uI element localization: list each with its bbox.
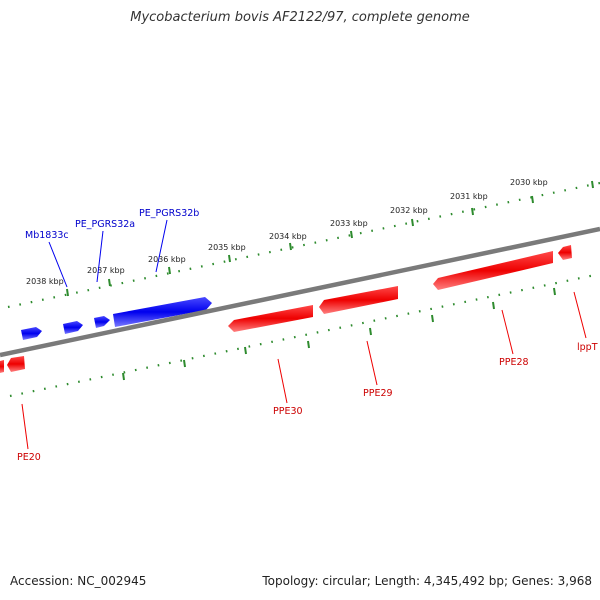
genome-backbone xyxy=(0,226,600,358)
major-tick xyxy=(350,230,353,239)
major-tick xyxy=(553,287,556,296)
gene-label-lppt[interactable]: lppT xyxy=(577,342,598,353)
gene-label-ppe28[interactable]: PPE28 xyxy=(499,357,529,368)
gene-arrow-ppe29[interactable] xyxy=(319,286,398,314)
gene-arrow-mb1833c[interactable] xyxy=(21,327,42,340)
gene-label-pe-pgrs32b[interactable]: PE_PGRS32b xyxy=(139,208,199,219)
genome-summary-text: Topology: circular; Length: 4,345,492 bp… xyxy=(262,574,592,588)
kbp-label: 2031 kbp xyxy=(450,192,488,201)
major-tick xyxy=(108,278,111,287)
kbp-label: 2036 kbp xyxy=(148,255,186,264)
reverse-gene-labels: PE20 PPE30 PPE29 PPE28 lppT xyxy=(17,342,598,463)
major-tick xyxy=(228,254,231,263)
kbp-label: 2035 kbp xyxy=(208,243,246,252)
gene-arrow-small-forward[interactable] xyxy=(94,316,110,328)
gene-label-ppe30[interactable]: PPE30 xyxy=(273,406,303,417)
major-tick xyxy=(183,359,186,368)
kbp-label: 2032 kbp xyxy=(390,206,428,215)
inner-tick-track xyxy=(9,272,600,398)
forward-gene-labels: Mb1833c PE_PGRS32a PE_PGRS32b xyxy=(25,208,199,241)
gene-arrow-lppt[interactable] xyxy=(558,245,572,260)
outer-tick-track xyxy=(7,180,600,309)
gene-label-ppe29[interactable]: PPE29 xyxy=(363,388,393,399)
gene-arrow-ppe28[interactable] xyxy=(433,251,553,290)
kbp-label: 2037 kbp xyxy=(87,266,125,275)
major-tick xyxy=(122,372,125,381)
gene-arrow-pe-pgrs32b[interactable] xyxy=(113,297,212,327)
gene-label-pe-pgrs32a[interactable]: PE_PGRS32a xyxy=(75,219,135,230)
gene-label-mb1833c[interactable]: Mb1833c xyxy=(25,230,69,241)
map-title: Mycobacterium bovis AF2122/97, complete … xyxy=(130,10,470,25)
major-tick xyxy=(369,327,372,336)
gene-label-pe20[interactable]: PE20 xyxy=(17,452,41,463)
major-tick xyxy=(431,314,434,323)
major-tick xyxy=(168,266,171,275)
reverse-label-leaders xyxy=(21,291,587,450)
major-tick xyxy=(307,340,310,349)
major-tick xyxy=(591,180,594,189)
gene-arrow-pe-pgrs32a[interactable] xyxy=(63,321,83,334)
major-tick xyxy=(411,218,414,227)
major-tick xyxy=(471,207,474,216)
reverse-strand-genes xyxy=(0,245,572,373)
forward-label-leaders xyxy=(48,219,168,288)
major-tick xyxy=(66,288,69,297)
kbp-labels: 2038 kbp 2037 kbp 2036 kbp 2035 kbp 2034… xyxy=(26,178,548,286)
major-tick xyxy=(531,195,534,204)
gene-arrow-pe20[interactable] xyxy=(7,356,25,372)
kbp-label: 2030 kbp xyxy=(510,178,548,187)
kbp-label: 2034 kbp xyxy=(269,232,307,241)
forward-strand-genes xyxy=(21,297,212,340)
major-tick xyxy=(244,346,247,355)
major-tick xyxy=(492,301,495,310)
kbp-label: 2038 kbp xyxy=(26,277,64,286)
gene-arrow-pe20-left[interactable] xyxy=(0,360,4,373)
gene-arrow-ppe30[interactable] xyxy=(228,305,313,332)
accession-text: Accession: NC_002945 xyxy=(10,574,147,588)
major-tick xyxy=(289,242,292,251)
kbp-label: 2033 kbp xyxy=(330,219,368,228)
